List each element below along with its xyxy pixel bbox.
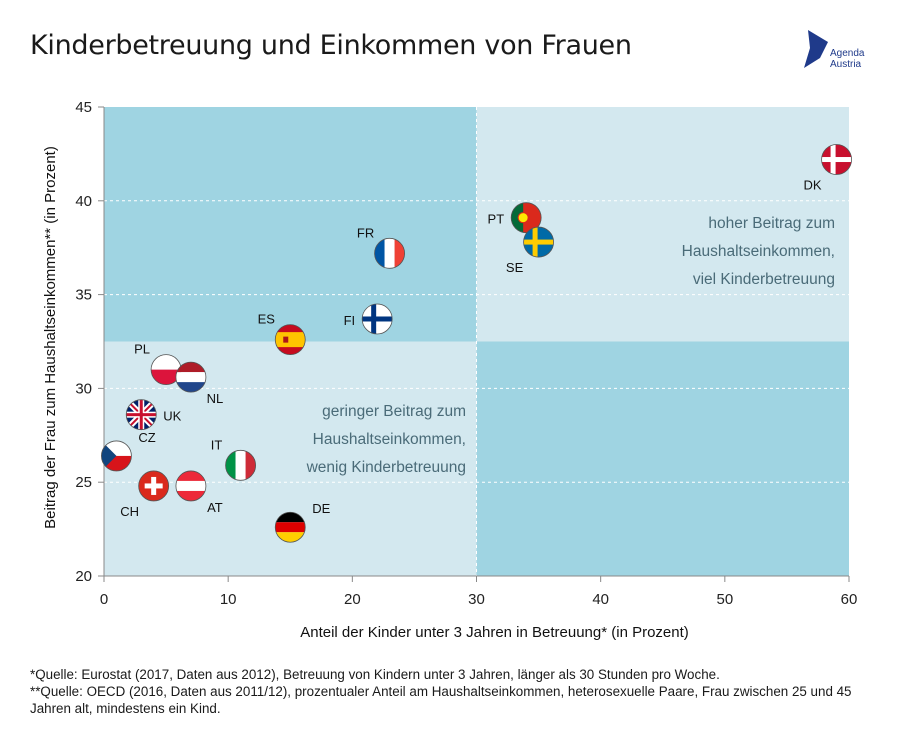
country-label-uk: UK	[163, 409, 181, 424]
at-flag-icon	[175, 470, 206, 501]
x-axis-title: Anteil der Kinder unter 3 Jahren in Betr…	[300, 624, 689, 641]
country-point-pl	[150, 354, 182, 386]
logo-text: Agenda Austria	[830, 48, 864, 70]
annotation-line: Haushaltseinkommen,	[313, 431, 466, 448]
x-tick-label: 40	[592, 591, 609, 608]
annotation-line: hoher Beitrag zum	[708, 215, 835, 232]
logo-mark-icon	[804, 30, 828, 68]
es-flag-icon	[275, 324, 306, 355]
flag-ring	[225, 449, 256, 481]
y-tick-label: 30	[75, 380, 92, 397]
footnote-eurostat: *Quelle: Eurostat (2017, Daten aus 2012)…	[30, 667, 720, 682]
country-label-fr: FR	[357, 225, 374, 240]
flag-ring	[274, 324, 306, 356]
scatter-chart: 20 25 30 35 40 45 0 10 20 30 40 50 60 hoher Beitrag …	[42, 99, 857, 641]
x-tick-label: 50	[716, 591, 733, 608]
logo-line-1: Agenda	[830, 48, 865, 59]
country-label-at: AT	[207, 500, 223, 515]
country-point-es	[274, 324, 306, 356]
logo-line-2: Austria	[830, 59, 862, 70]
country-label-cz: CZ	[138, 430, 155, 445]
country-point-se	[523, 226, 554, 258]
flag-ring	[361, 303, 393, 335]
axes: 20 25 30 35 40 45 0 10 20 30 40 50 60	[75, 99, 857, 608]
country-point-dk	[821, 144, 852, 175]
fi-flag-icon	[362, 303, 393, 334]
country-label-pl: PL	[134, 342, 150, 357]
country-label-de: DE	[312, 501, 330, 516]
country-label-fi: FI	[344, 313, 356, 328]
flag-ring	[125, 399, 157, 431]
flag-ring	[175, 361, 207, 393]
flag-ring	[101, 440, 132, 472]
footnote-oecd: **Quelle: OECD (2016, Daten aus 2011/12)…	[30, 684, 852, 716]
footnotes: *Quelle: Eurostat (2017, Daten aus 2012)…	[30, 666, 880, 717]
flag-ring	[510, 202, 542, 234]
annotation-line: viel Kinderbetreuung	[693, 271, 835, 288]
flag-ring	[523, 226, 554, 258]
y-tick-label: 20	[75, 568, 92, 585]
x-tick-label: 60	[841, 591, 858, 608]
country-point-fi	[361, 303, 393, 335]
x-tick-label: 30	[468, 591, 485, 608]
quadrant-bottom-right	[476, 341, 849, 576]
uk-flag-icon	[126, 399, 157, 430]
se-flag-icon	[523, 227, 554, 258]
x-tick-label: 20	[344, 591, 361, 608]
de-flag-icon	[275, 512, 306, 543]
quadrant-top-left	[104, 107, 477, 342]
y-tick-label: 25	[75, 474, 92, 491]
country-label-se: SE	[506, 260, 524, 275]
country-label-nl: NL	[207, 391, 224, 406]
y-tick-label: 35	[75, 287, 92, 304]
it-flag-icon	[225, 450, 256, 481]
flag-ring	[175, 470, 207, 502]
country-point-ch	[138, 470, 170, 502]
country-point-uk	[125, 399, 157, 431]
y-axis-title: Beitrag der Frau zum Haushaltseinkommen*…	[42, 146, 59, 529]
country-point-it	[225, 449, 256, 481]
country-point-cz	[101, 440, 132, 472]
y-tick-label: 40	[75, 193, 92, 210]
fr-flag-icon	[374, 238, 405, 269]
country-label-es: ES	[258, 312, 276, 327]
annotation-line: wenig Kinderbetreuung	[306, 459, 466, 476]
y-tick-label: 45	[75, 99, 92, 116]
country-label-ch: CH	[120, 504, 139, 519]
country-point-nl	[175, 361, 207, 393]
data-points: DK PT SE FR FI ES PL NL UK CZ IT CH AT DE	[101, 144, 852, 543]
annotation-line: Haushaltseinkommen,	[682, 243, 835, 260]
chart-title: Kinderbetreuung und Einkommen von Frauen	[30, 30, 632, 61]
pt-flag-icon	[511, 202, 542, 233]
annotation-line: geringer Beitrag zum	[322, 403, 466, 420]
agenda-austria-logo: Agenda Austria	[800, 28, 880, 78]
quadrant-annotations: hoher Beitrag zum Haushaltseinkommen, viel…	[306, 215, 835, 476]
country-label-pt: PT	[488, 212, 505, 227]
gridlines	[104, 107, 849, 576]
dk-flag-icon	[821, 144, 852, 175]
country-point-at	[175, 470, 207, 502]
cz-flag-icon	[101, 440, 132, 471]
country-label-it: IT	[211, 437, 223, 452]
country-point-de	[274, 511, 306, 543]
pl-flag-icon	[151, 354, 182, 385]
flag-ring	[274, 511, 306, 543]
x-tick-label: 10	[220, 591, 237, 608]
flag-ring	[821, 144, 852, 175]
x-tick-label: 0	[100, 591, 108, 608]
country-point-fr	[374, 237, 405, 269]
flag-ring	[374, 237, 405, 269]
country-point-pt	[510, 202, 542, 234]
flag-ring	[138, 470, 170, 502]
ch-flag-icon	[138, 470, 169, 501]
nl-flag-icon	[175, 362, 206, 393]
country-label-dk: DK	[804, 178, 822, 193]
